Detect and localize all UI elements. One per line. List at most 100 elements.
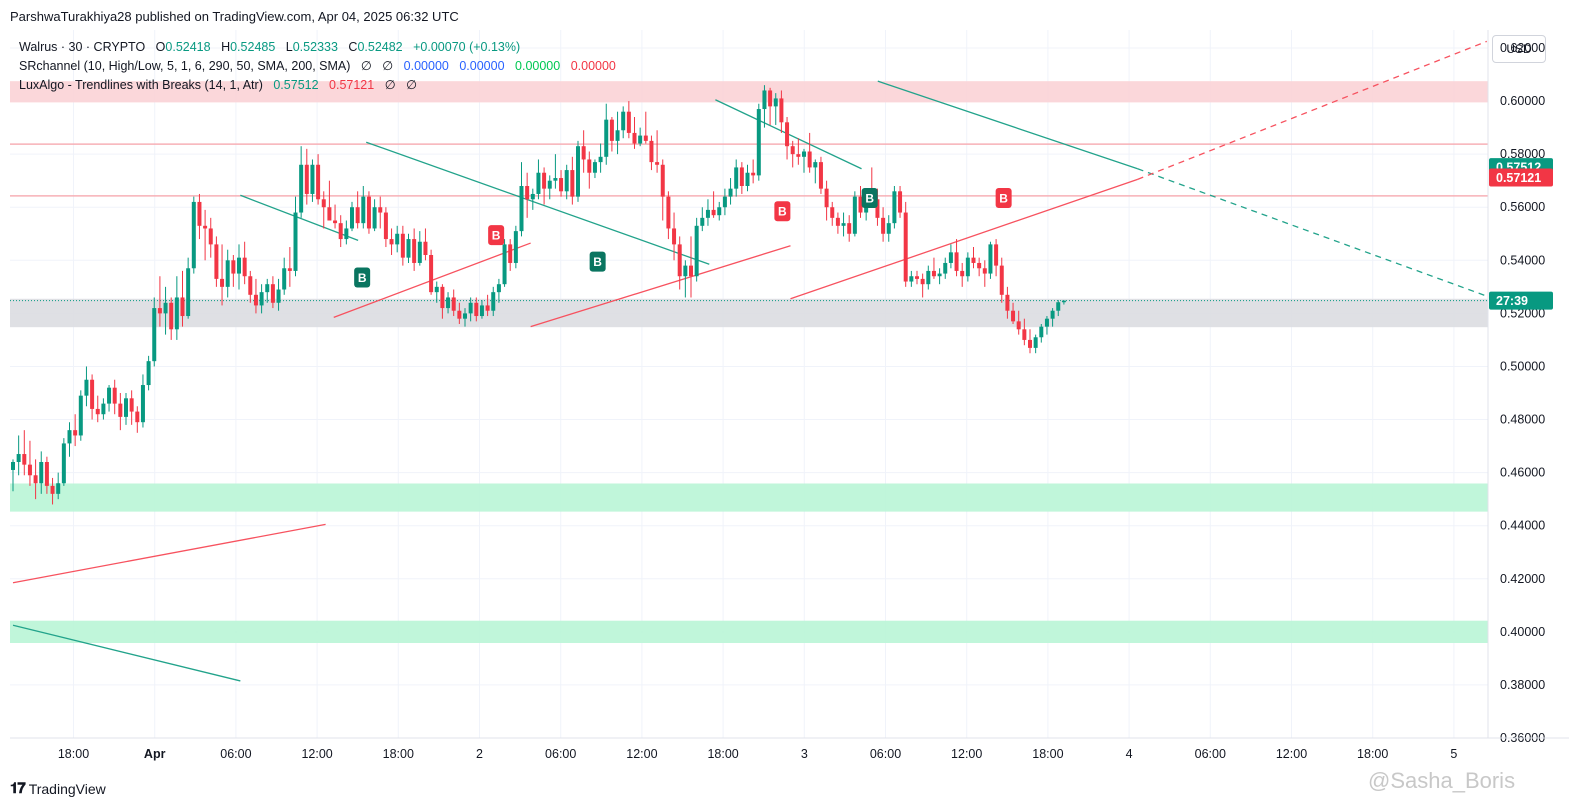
break-signal-down: B [488,225,505,246]
candle [197,193,202,240]
candle-body [496,284,501,293]
legend-low-label: L [285,40,293,54]
candle-body [700,217,705,226]
candle [999,257,1004,303]
legend-open-label: O [155,40,166,54]
candle [237,244,241,290]
candle [818,156,823,194]
candle-body [536,172,541,194]
candle-body [615,130,620,141]
legend-luxalgo-row[interactable]: LuxAlgo - Trendlines with Breaks (14, 1,… [19,76,616,95]
candle-body [824,188,829,208]
candle [598,143,603,173]
candle [1039,324,1044,343]
trendline-up [790,178,1138,300]
candle-body [174,297,179,330]
legend-close: 0.52482 [357,40,403,54]
candle-body [672,228,677,245]
candle [276,278,281,311]
candle-body [553,178,558,181]
candle [412,228,417,271]
x-tick-label: 3 [801,747,808,761]
candle-body [813,162,818,168]
candle [27,440,32,486]
candle [711,191,716,218]
candle [621,106,626,139]
candle [112,379,117,415]
candle [429,249,434,295]
candle-body [559,178,564,192]
candle-body [101,403,106,415]
candle [790,140,795,168]
candle-body [310,164,315,194]
candle-body [61,443,66,484]
y-tick-label: 0.54000 [1500,253,1545,267]
candle-body [807,151,812,168]
candle [982,260,987,287]
x-tick-label: 12:00 [301,747,332,761]
candle [1044,316,1049,335]
candle-body [248,276,253,295]
candle [994,239,999,277]
candle [898,186,903,218]
candle-body [355,207,360,224]
candle-body [231,260,236,274]
candle [406,233,411,263]
candle [677,236,682,290]
x-tick-label: 18:00 [1357,747,1388,761]
candle-body [875,199,880,218]
candle-body [632,132,637,144]
candle-body [304,164,309,194]
candle [78,390,83,441]
candle [796,138,801,165]
candle [22,430,27,476]
candle-body [468,302,473,314]
y-tick-label: 0.38000 [1500,678,1545,692]
candle-body [971,257,976,263]
candle-body [982,268,987,274]
candle [265,278,270,303]
candle [728,178,733,205]
legend-srchannel-row[interactable]: SRchannel (10, High/Low, 5, 1, 6, 290, 5… [19,57,616,76]
y-tick-label: 0.52000 [1500,306,1545,320]
candle [581,130,586,173]
candle [1022,318,1027,346]
candle [813,159,818,184]
signal-label: B [593,255,602,269]
candle [513,225,518,269]
currency-button[interactable]: USD [1492,35,1546,63]
candle [186,257,191,319]
y-tick-label: 0.58000 [1500,147,1545,161]
candle-body [564,170,569,192]
candle [785,117,790,160]
candle-body [423,241,428,255]
candle-body [259,292,264,306]
candle [253,278,258,314]
candle-body [530,193,535,200]
candle-body [33,475,38,484]
candle-body [903,212,908,282]
candle [157,276,162,327]
candle-body [717,207,722,216]
legend-symbol-row[interactable]: Walrus · 30 · CRYPTO O0.52418 H0.52485 L… [19,38,616,57]
candle [547,175,552,200]
candle-body [129,398,134,412]
candle [180,270,185,327]
candle-body [745,172,750,186]
candle [672,212,677,261]
candle [350,201,354,232]
candle-body [926,270,931,285]
candle [208,217,213,258]
candle-body [937,273,942,277]
candle [355,191,360,229]
candle-body [587,159,592,173]
candle-body [316,164,321,200]
candle [44,456,49,494]
tradingview-logo[interactable]: 𝟏𝟕 TradingView [10,780,106,797]
candle [530,188,535,210]
candle-body [525,186,530,200]
candle-body [689,265,693,277]
candle [304,148,309,205]
candle-body [39,462,44,484]
